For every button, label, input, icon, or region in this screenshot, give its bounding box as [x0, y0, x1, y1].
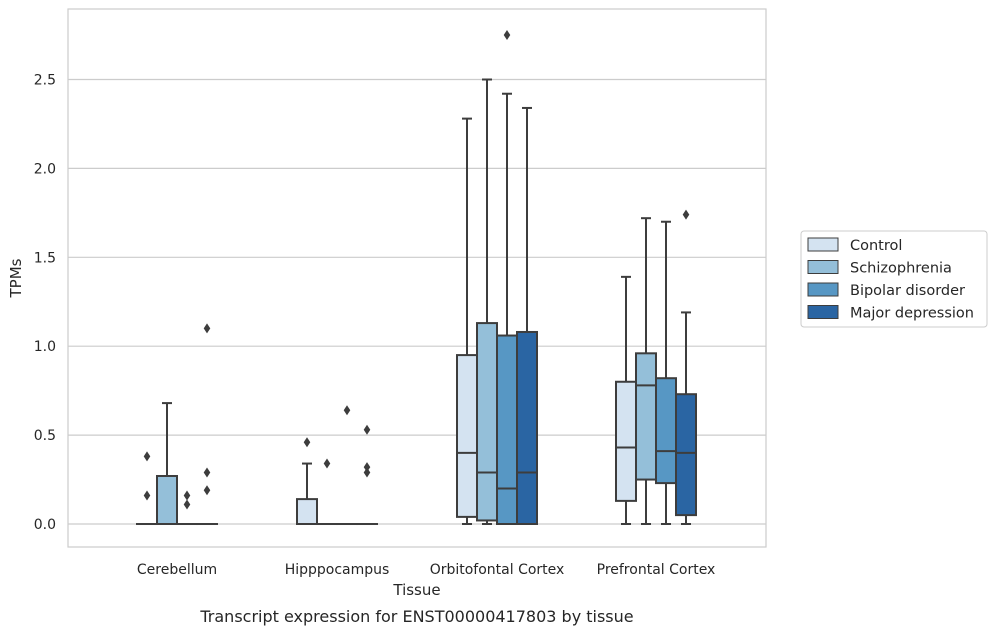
box	[176, 490, 198, 526]
box-body	[296, 498, 318, 526]
box-body	[615, 380, 637, 502]
legend-label: Control	[850, 238, 902, 254]
box-body	[496, 334, 518, 526]
y-tick-label: 0.0	[34, 517, 56, 533]
box	[336, 405, 358, 526]
legend-label: Schizophrenia	[850, 261, 952, 277]
y-tick-label: 2.0	[34, 161, 56, 177]
legend-label: Major depression	[850, 306, 974, 322]
legend-swatch	[807, 237, 839, 252]
outlier-point	[343, 405, 351, 416]
box	[356, 424, 378, 526]
outlier-point	[303, 437, 311, 448]
box	[156, 402, 178, 525]
box-body	[635, 352, 657, 481]
y-tick-labels: 0.0 0.5 1.0 1.5 2.0 2.5	[34, 73, 56, 534]
y-tick-label: 2.5	[34, 73, 56, 89]
outlier-point	[203, 323, 211, 334]
outlier-point	[363, 424, 371, 435]
box	[476, 78, 498, 525]
box	[136, 451, 158, 526]
box	[516, 106, 538, 526]
x-tick-labels: Cerebellum Hipppocampus Orbitofontal Corte…	[137, 562, 715, 578]
series-bipolar-disorder	[176, 30, 677, 526]
box-body	[476, 322, 498, 522]
y-axis-title: TPMs	[7, 258, 25, 298]
chart-caption: Transcript expression for ENST0000041780…	[199, 607, 633, 626]
legend-swatch	[807, 282, 839, 297]
outlier-point	[503, 30, 511, 41]
outlier-point	[183, 499, 191, 510]
legend-frame	[800, 230, 988, 328]
box	[655, 220, 677, 525]
x-tick-label: Hipppocampus	[285, 562, 390, 578]
box-body	[456, 354, 478, 518]
outlier-point	[363, 462, 371, 473]
x-tick-label: Prefrontal Cortex	[597, 562, 716, 578]
series-major-depression	[196, 106, 697, 526]
outlier-point	[203, 485, 211, 496]
box-series	[136, 30, 697, 526]
box-body	[156, 474, 178, 525]
y-tick-label: 1.0	[34, 339, 56, 355]
box-body	[675, 393, 697, 517]
plot-area-frame	[67, 8, 767, 548]
box	[675, 209, 697, 525]
outlier-point	[183, 490, 191, 501]
series-control	[136, 117, 637, 526]
outlier-point	[143, 451, 151, 462]
outlier-point	[323, 458, 331, 469]
outlier-point	[203, 467, 211, 478]
series-schizophrenia	[156, 78, 657, 526]
x-axis-title: Tissue	[392, 581, 440, 599]
legend: Control Schizophrenia Bipolar disorder Majo…	[800, 230, 988, 328]
x-tick-label: Cerebellum	[137, 562, 217, 578]
box	[316, 458, 338, 526]
box	[196, 323, 218, 526]
y-tick-label: 1.5	[34, 250, 56, 266]
legend-swatch	[807, 305, 839, 319]
outlier-point	[363, 467, 371, 478]
box	[296, 437, 318, 526]
box	[456, 117, 478, 525]
box-body	[516, 330, 538, 526]
x-tick-label: Orbitofontal Cortex	[430, 562, 565, 578]
box	[635, 217, 657, 525]
outlier-point	[143, 490, 151, 501]
legend-label: Bipolar disorder	[850, 283, 965, 299]
box	[496, 30, 518, 526]
box-body	[655, 377, 677, 485]
legend-swatch	[807, 260, 839, 274]
box	[615, 275, 637, 525]
y-tick-label: 0.5	[34, 428, 56, 444]
outlier-point	[682, 209, 690, 220]
